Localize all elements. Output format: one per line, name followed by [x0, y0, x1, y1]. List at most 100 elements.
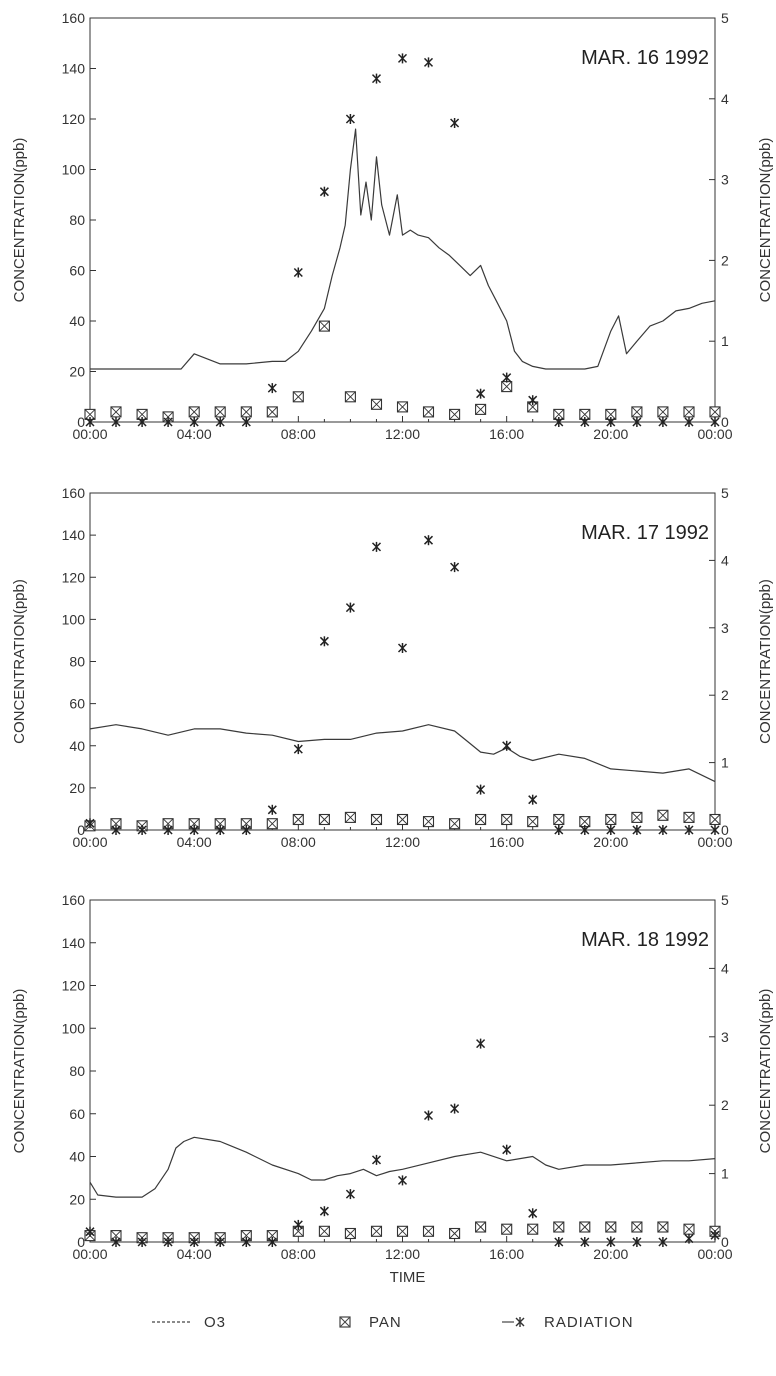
legend-item-o3: O3: [150, 1310, 226, 1334]
marker-pan: [475, 403, 487, 415]
marker-pan-cross-b: [475, 814, 486, 825]
marker-radiation: [215, 417, 225, 427]
marker-pan-cross-b: [709, 814, 721, 825]
marker-radiation: [554, 1237, 564, 1247]
legend-radiation-swatch: [502, 1317, 525, 1327]
marker-radiation: [632, 417, 642, 427]
marker-pan-cross-b: [553, 814, 565, 825]
marker-radiation: [397, 643, 408, 653]
marker-pan: [318, 1225, 330, 1237]
marker-pan: [553, 1221, 565, 1233]
marker-pan-cross-b: [397, 1225, 408, 1237]
y2-tick-label: 4: [721, 960, 729, 976]
marker-pan: [449, 818, 461, 830]
marker-radiation: [580, 1237, 590, 1247]
marker-radiation: [580, 417, 590, 427]
marker-pan-cross-b: [371, 1225, 382, 1237]
marker-radiation: [658, 1237, 668, 1247]
marker-pan: [501, 813, 513, 826]
marker-pan-cross-b: [345, 1228, 356, 1239]
marker-radiation: [528, 1208, 538, 1219]
marker-pan: [631, 406, 643, 418]
y2-tick-label: 0: [721, 822, 729, 838]
marker-radiation: [189, 1237, 199, 1247]
marker-pan: [527, 816, 539, 828]
marker-radiation: [85, 417, 95, 427]
y2-tick-label: 0: [721, 1234, 729, 1250]
marker-radiation: [319, 636, 329, 647]
y-tick-label: 40: [69, 313, 85, 329]
marker-radiation: [189, 825, 199, 835]
x-tick-label: 00:00: [697, 834, 732, 850]
marker-pan-cross-b: [162, 411, 174, 423]
marker-radiation: [658, 417, 668, 427]
y2-tick-label: 4: [721, 91, 729, 107]
marker-radiation: [397, 53, 408, 64]
marker-radiation: [319, 186, 329, 197]
marker-pan: [344, 391, 356, 403]
marker-pan-cross-b: [371, 814, 382, 825]
marker-radiation: [267, 1237, 277, 1247]
x-tick-label: 16:00: [489, 834, 524, 850]
marker-pan-cross-b: [657, 809, 669, 821]
x-tick-label: 20:00: [593, 426, 628, 442]
x-tick-label: 20:00: [593, 834, 628, 850]
marker-pan: [422, 816, 435, 828]
marker-pan: [657, 1221, 669, 1233]
y2-tick-label: 1: [721, 1166, 729, 1182]
marker-pan-cross-b: [501, 381, 513, 392]
marker-pan-cross-b: [631, 1221, 643, 1233]
x-tick-label: 16:00: [489, 1246, 524, 1262]
y-tick-label: 160: [62, 10, 86, 26]
x-tick-label: 12:00: [385, 426, 420, 442]
marker-pan-cross-b: [397, 401, 408, 413]
marker-pan-cross-b: [449, 1228, 460, 1239]
marker-pan: [318, 320, 330, 332]
marker-pan-cross-b: [553, 1221, 565, 1233]
y-tick-label: 80: [69, 212, 85, 228]
marker-pan: [370, 398, 383, 410]
marker-pan-cross-b: [266, 818, 278, 830]
marker-pan-cross-b: [240, 406, 252, 418]
y-tick-label: 140: [62, 935, 86, 951]
y2-tick-label: 2: [721, 1097, 729, 1113]
marker-pan-cross-b: [605, 1221, 617, 1233]
marker-radiation: [450, 1103, 460, 1114]
marker-pan: [344, 1227, 356, 1240]
y2-tick-label: 5: [721, 485, 729, 501]
x-tick-label: 04:00: [177, 426, 212, 442]
marker-radiation: [450, 562, 460, 573]
marker-pan: [553, 813, 565, 826]
y2-tick-label: 5: [721, 10, 729, 26]
marker-pan: [422, 1225, 435, 1237]
marker-radiation: [476, 388, 486, 399]
marker-radiation: [710, 825, 720, 835]
x-tick-label: 04:00: [177, 834, 212, 850]
y-tick-label: 160: [62, 892, 86, 908]
plot-frame: [89, 899, 716, 1243]
marker-pan-cross-b: [657, 406, 669, 418]
marker-pan: [240, 406, 252, 418]
marker-radiation: [371, 1154, 382, 1165]
marker-pan-cross-b: [527, 1223, 539, 1235]
y-tick-label: 60: [69, 263, 85, 279]
marker-pan-cross-b: [683, 812, 695, 823]
marker-radiation: [345, 114, 355, 124]
marker-radiation: [111, 825, 121, 835]
marker-pan-cross-b: [423, 406, 434, 418]
chart-title: MAR. 16 1992: [581, 47, 709, 69]
y-tick-label: 0: [77, 414, 85, 430]
marker-pan: [110, 406, 122, 418]
series-line-o3: [90, 128, 716, 370]
marker-pan: [214, 406, 226, 418]
marker-pan-cross-b: [683, 406, 695, 418]
marker-pan-cross-b: [501, 1223, 513, 1235]
y2-tick-label: 1: [721, 333, 729, 349]
y2-tick-label: 3: [721, 1029, 729, 1045]
y2-tick-label: 0: [721, 414, 729, 430]
series-line-o3: [89, 724, 716, 783]
marker-pan-cross-b: [475, 404, 486, 415]
chart-title: MAR. 17 1992: [581, 522, 709, 544]
x-tick-label: 08:00: [281, 834, 316, 850]
